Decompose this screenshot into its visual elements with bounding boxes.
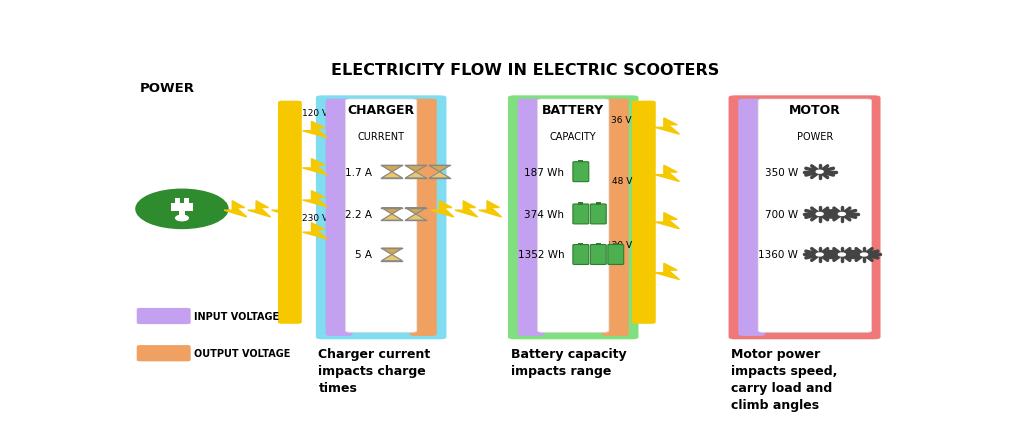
Polygon shape bbox=[224, 201, 247, 218]
Text: CAPACITY: CAPACITY bbox=[550, 132, 597, 142]
Text: Battery capacity
impacts range: Battery capacity impacts range bbox=[511, 348, 626, 378]
FancyBboxPatch shape bbox=[602, 99, 629, 336]
FancyBboxPatch shape bbox=[738, 99, 765, 336]
Polygon shape bbox=[303, 159, 327, 175]
Text: 374 Wh: 374 Wh bbox=[524, 209, 564, 219]
Circle shape bbox=[816, 213, 823, 216]
Text: 1360 W: 1360 W bbox=[759, 250, 799, 260]
Bar bbox=[175, 199, 179, 204]
FancyBboxPatch shape bbox=[137, 308, 190, 325]
Bar bbox=[171, 204, 194, 211]
Polygon shape bbox=[479, 201, 502, 218]
FancyBboxPatch shape bbox=[518, 99, 545, 336]
Circle shape bbox=[176, 216, 188, 221]
Polygon shape bbox=[382, 208, 401, 215]
Circle shape bbox=[136, 190, 228, 229]
Bar bbox=[179, 211, 185, 217]
Text: 187 Wh: 187 Wh bbox=[524, 167, 564, 177]
FancyBboxPatch shape bbox=[326, 99, 352, 336]
FancyBboxPatch shape bbox=[632, 102, 655, 324]
Bar bbox=[579, 161, 584, 163]
FancyBboxPatch shape bbox=[591, 245, 606, 265]
Circle shape bbox=[816, 171, 823, 174]
Polygon shape bbox=[655, 119, 679, 135]
Bar bbox=[579, 244, 584, 246]
Text: 48 V: 48 V bbox=[611, 176, 632, 185]
Polygon shape bbox=[248, 201, 270, 218]
Polygon shape bbox=[407, 215, 425, 220]
FancyBboxPatch shape bbox=[507, 95, 640, 341]
Bar bbox=[579, 203, 584, 205]
FancyBboxPatch shape bbox=[572, 205, 589, 224]
Polygon shape bbox=[303, 191, 327, 207]
FancyBboxPatch shape bbox=[137, 345, 190, 361]
FancyBboxPatch shape bbox=[758, 100, 871, 332]
Text: 350 W: 350 W bbox=[765, 167, 799, 177]
Bar bbox=[596, 203, 601, 205]
Text: INPUT VOLTAGE: INPUT VOLTAGE bbox=[194, 311, 279, 321]
Text: 36 V: 36 V bbox=[611, 116, 632, 124]
FancyBboxPatch shape bbox=[572, 245, 589, 265]
Text: CURRENT: CURRENT bbox=[357, 132, 404, 142]
FancyBboxPatch shape bbox=[345, 100, 417, 332]
Polygon shape bbox=[455, 201, 477, 218]
Polygon shape bbox=[271, 201, 294, 218]
Text: 5 A: 5 A bbox=[355, 250, 372, 260]
Polygon shape bbox=[431, 201, 454, 218]
Text: 700 W: 700 W bbox=[765, 209, 799, 219]
Text: 120 V (USA): 120 V (USA) bbox=[302, 109, 356, 118]
Polygon shape bbox=[430, 166, 450, 172]
FancyBboxPatch shape bbox=[572, 162, 589, 182]
Text: 1352 Wh: 1352 Wh bbox=[517, 250, 564, 260]
Bar bbox=[596, 244, 601, 246]
Bar bbox=[184, 199, 189, 204]
FancyBboxPatch shape bbox=[314, 95, 447, 341]
Text: CHARGER: CHARGER bbox=[347, 103, 415, 117]
FancyBboxPatch shape bbox=[727, 95, 882, 341]
Text: POWER: POWER bbox=[797, 132, 833, 142]
Circle shape bbox=[839, 213, 846, 216]
Polygon shape bbox=[407, 172, 425, 178]
Text: POWER: POWER bbox=[140, 81, 195, 95]
Polygon shape bbox=[303, 122, 327, 138]
Text: OUTPUT VOLTAGE: OUTPUT VOLTAGE bbox=[194, 348, 290, 358]
Polygon shape bbox=[382, 255, 401, 261]
Text: Motor power
impacts speed,
carry load and
climb angles: Motor power impacts speed, carry load an… bbox=[731, 348, 838, 412]
Text: 120 V: 120 V bbox=[606, 240, 632, 249]
Polygon shape bbox=[303, 223, 327, 240]
Text: ELECTRICITY FLOW IN ELECTRIC SCOOTERS: ELECTRICITY FLOW IN ELECTRIC SCOOTERS bbox=[331, 63, 719, 78]
Circle shape bbox=[860, 254, 867, 256]
Text: MOTOR: MOTOR bbox=[788, 103, 841, 117]
Polygon shape bbox=[430, 172, 450, 178]
Circle shape bbox=[816, 254, 823, 256]
Polygon shape bbox=[407, 166, 425, 172]
Polygon shape bbox=[382, 249, 401, 255]
Polygon shape bbox=[407, 208, 425, 215]
Polygon shape bbox=[382, 166, 401, 172]
Polygon shape bbox=[382, 172, 401, 178]
Bar bbox=[613, 244, 618, 246]
Text: BATTERY: BATTERY bbox=[542, 103, 604, 117]
FancyBboxPatch shape bbox=[278, 102, 302, 324]
Text: Charger current
impacts charge
times: Charger current impacts charge times bbox=[318, 348, 431, 395]
Text: 230 V (EU, USA): 230 V (EU, USA) bbox=[302, 213, 374, 223]
FancyBboxPatch shape bbox=[410, 99, 436, 336]
FancyBboxPatch shape bbox=[538, 100, 609, 332]
Polygon shape bbox=[382, 215, 401, 220]
Text: 1.7 A: 1.7 A bbox=[345, 167, 372, 177]
Polygon shape bbox=[655, 213, 679, 229]
FancyBboxPatch shape bbox=[591, 205, 606, 224]
Polygon shape bbox=[655, 264, 679, 280]
FancyBboxPatch shape bbox=[608, 245, 624, 265]
Text: 2.2 A: 2.2 A bbox=[345, 209, 372, 219]
Circle shape bbox=[839, 254, 846, 256]
Polygon shape bbox=[655, 166, 679, 182]
